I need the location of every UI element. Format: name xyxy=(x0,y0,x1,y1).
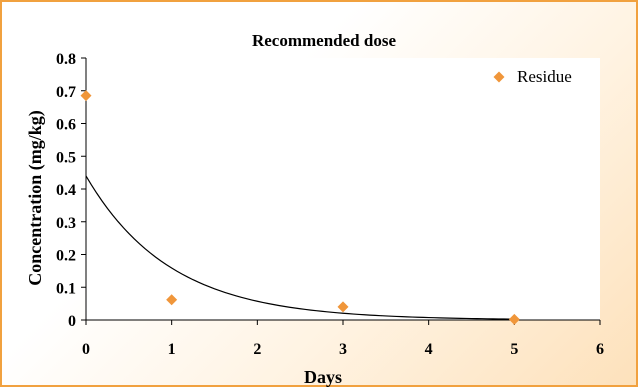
x-tick-label: 2 xyxy=(253,341,261,358)
legend-label-residue: Residue xyxy=(517,67,572,86)
data-point xyxy=(80,90,92,102)
legend-marker-residue xyxy=(493,71,505,83)
x-tick-label: 3 xyxy=(339,341,347,358)
y-tick-label: 0.2 xyxy=(56,248,76,265)
chart-title: Recommended dose xyxy=(252,31,396,50)
y-tick-label: 0.3 xyxy=(56,215,76,232)
x-tick-label: 6 xyxy=(596,341,604,358)
x-tick-label: 1 xyxy=(168,341,176,358)
data-point xyxy=(508,313,520,325)
data-point xyxy=(337,301,349,313)
x-tick-label: 0 xyxy=(82,341,90,358)
trendline xyxy=(85,175,515,320)
y-tick-label: 0.7 xyxy=(56,84,76,101)
x-tick-label: 5 xyxy=(510,341,518,358)
y-tick-label: 0.5 xyxy=(56,149,76,166)
x-tick-label: 4 xyxy=(425,341,433,358)
data-point xyxy=(166,294,178,306)
legend: Residue xyxy=(493,67,572,86)
plot-area: 0 0.1 0.2 0.3 0.4 0.5 0.6 0.7 0.8 0 1 2 3 4 5 6 xyxy=(56,51,604,358)
y-tick-label: 0.4 xyxy=(56,182,76,199)
x-axis-label: Days xyxy=(304,367,342,387)
y-tick-label: 0.1 xyxy=(56,280,76,297)
y-tick-label: 0.6 xyxy=(56,117,76,134)
y-axis-label: Concentration (mg/kg) xyxy=(25,110,46,285)
y-tick-label: 0 xyxy=(68,313,76,330)
y-tick-label: 0.8 xyxy=(56,51,76,68)
plot-background xyxy=(86,58,600,320)
